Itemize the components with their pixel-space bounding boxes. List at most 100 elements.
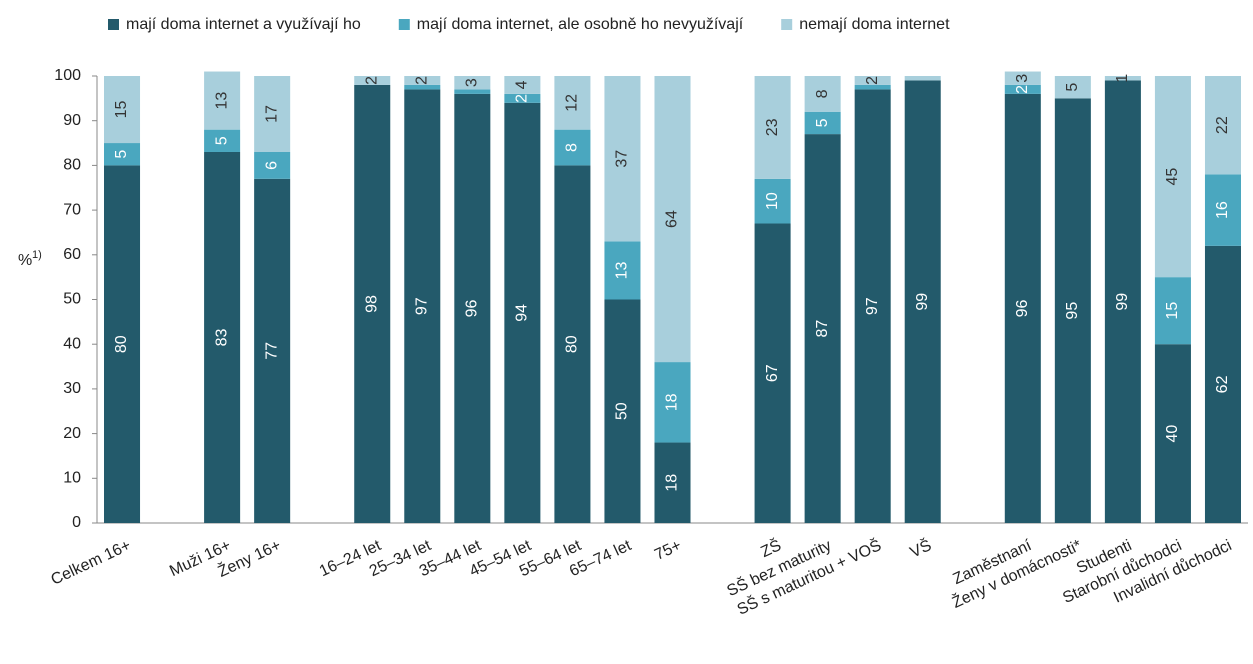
data-label: 97 bbox=[864, 297, 881, 315]
y-axis-label: % bbox=[18, 252, 32, 269]
data-label: 2 bbox=[514, 94, 531, 103]
data-label: 3 bbox=[1014, 74, 1031, 83]
data-label: 5 bbox=[113, 150, 130, 159]
bar-segment bbox=[354, 84, 391, 523]
data-label: 62 bbox=[1214, 375, 1231, 393]
bar-segment bbox=[604, 76, 641, 242]
y-tick-label: 100 bbox=[54, 67, 81, 84]
bar-segment bbox=[904, 76, 941, 81]
bar-segment bbox=[754, 223, 791, 523]
data-label: 99 bbox=[1114, 293, 1131, 311]
bar-segment bbox=[1104, 80, 1141, 523]
bar-segment bbox=[104, 76, 141, 144]
data-label: 2 bbox=[363, 76, 380, 85]
data-label: 80 bbox=[564, 335, 581, 353]
data-label: 8 bbox=[564, 143, 581, 152]
y-tick-label: 20 bbox=[63, 425, 81, 442]
y-tick-label: 70 bbox=[63, 201, 81, 218]
legend-swatch bbox=[108, 19, 119, 30]
data-label: 3 bbox=[464, 78, 481, 87]
bar-segment bbox=[404, 76, 441, 85]
x-tick-label: VŠ bbox=[907, 535, 934, 561]
bar-segment bbox=[504, 76, 541, 94]
bar-segment bbox=[504, 93, 541, 103]
bar-segment bbox=[1204, 245, 1241, 524]
bar-segment bbox=[804, 76, 841, 112]
bar-segment bbox=[204, 129, 241, 152]
data-label: 97 bbox=[414, 297, 431, 315]
bar-segment bbox=[1004, 84, 1041, 94]
data-label: 10 bbox=[764, 192, 781, 210]
bar-segment bbox=[554, 76, 591, 130]
bar-segment bbox=[254, 76, 291, 152]
data-label: 96 bbox=[1014, 299, 1031, 317]
bar-segment bbox=[654, 76, 691, 363]
data-label: 18 bbox=[664, 393, 681, 411]
data-label: 5 bbox=[814, 118, 831, 127]
data-label: 15 bbox=[113, 101, 130, 119]
x-tick-label: ZŠ bbox=[757, 535, 784, 561]
data-label: 2 bbox=[414, 76, 431, 85]
data-label: 16 bbox=[1214, 201, 1231, 219]
data-label: 95 bbox=[1064, 302, 1081, 320]
bar-segment bbox=[1104, 76, 1141, 81]
bar-segment bbox=[854, 84, 891, 90]
bar-segment bbox=[454, 93, 491, 523]
bar-segment bbox=[1204, 174, 1241, 246]
bar-segment bbox=[654, 362, 691, 443]
bar-segment bbox=[604, 241, 641, 300]
data-label: 94 bbox=[514, 304, 531, 322]
legend-label: mají doma internet, ale osobně ho nevyuž… bbox=[417, 16, 744, 33]
data-label: 5 bbox=[213, 136, 230, 145]
data-label: 4 bbox=[514, 80, 531, 89]
data-label: 67 bbox=[764, 364, 781, 382]
data-label: 23 bbox=[764, 118, 781, 136]
bar-segment bbox=[254, 151, 291, 179]
data-label: 13 bbox=[213, 92, 230, 110]
data-label: 13 bbox=[614, 261, 631, 279]
data-label: 37 bbox=[614, 150, 631, 168]
bar-segment bbox=[454, 76, 491, 90]
bar-segment bbox=[654, 442, 691, 523]
data-label: 80 bbox=[113, 335, 130, 353]
data-label: 98 bbox=[363, 295, 380, 313]
data-label: 50 bbox=[614, 402, 631, 420]
data-label: 99 bbox=[914, 293, 931, 311]
bar-segment bbox=[554, 165, 591, 523]
data-label: 18 bbox=[664, 474, 681, 492]
data-label: 22 bbox=[1214, 116, 1231, 134]
bar-segment bbox=[904, 80, 941, 523]
y-tick-label: 50 bbox=[63, 291, 81, 308]
y-tick-label: 80 bbox=[63, 157, 81, 174]
data-label: 77 bbox=[263, 342, 280, 360]
data-label: 2 bbox=[864, 76, 881, 85]
data-label: 6 bbox=[263, 161, 280, 170]
legend-label: nemají doma internet bbox=[799, 16, 950, 33]
y-tick-label: 10 bbox=[63, 470, 81, 487]
bar-segment bbox=[1004, 71, 1041, 85]
bar-segment bbox=[854, 89, 891, 523]
bar-segment bbox=[204, 151, 241, 524]
bar-segment bbox=[604, 299, 641, 523]
data-label: 2 bbox=[1014, 85, 1031, 94]
bar-segment bbox=[1054, 76, 1091, 99]
bar-segment bbox=[554, 129, 591, 166]
data-label: 5 bbox=[1064, 83, 1081, 92]
bar-segment bbox=[804, 134, 841, 524]
data-label: 40 bbox=[1164, 425, 1181, 443]
bar-segment bbox=[1154, 277, 1191, 345]
bar-segment bbox=[1004, 93, 1041, 523]
bar-segment bbox=[254, 178, 291, 523]
bar-segment bbox=[404, 84, 441, 90]
data-label: 45 bbox=[1164, 168, 1181, 186]
data-label: 15 bbox=[1164, 302, 1181, 320]
y-tick-label: 40 bbox=[63, 335, 81, 352]
data-label: 8 bbox=[814, 89, 831, 98]
data-label: 12 bbox=[564, 94, 581, 112]
legend-label: mají doma internet a využívají ho bbox=[126, 16, 361, 33]
bar-segment bbox=[1054, 98, 1091, 523]
bar-segment bbox=[504, 102, 541, 523]
y-tick-label: 30 bbox=[63, 380, 81, 397]
bar-segment bbox=[804, 111, 841, 135]
